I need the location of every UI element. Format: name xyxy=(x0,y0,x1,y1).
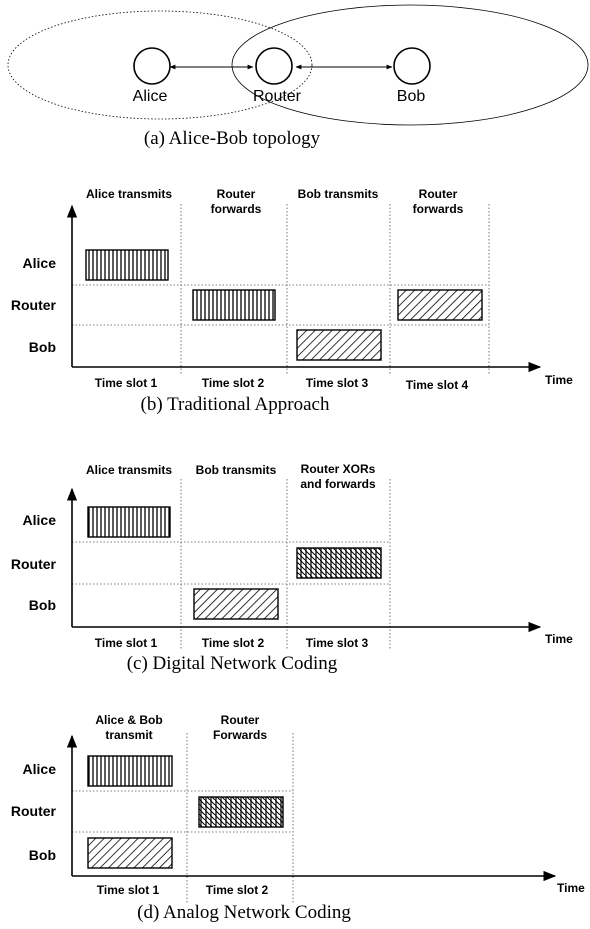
time-slot-label: Time slot 3 xyxy=(306,376,369,390)
row-label-bob: Bob xyxy=(29,847,56,863)
packet-alice xyxy=(85,249,169,281)
phase-label: and forwards xyxy=(300,477,376,491)
phase-label: forwards xyxy=(211,202,262,216)
packet-bob xyxy=(193,588,279,620)
time-slot-label: Time slot 3 xyxy=(306,636,369,650)
caption-analog: (d) Analog Network Coding xyxy=(137,902,351,923)
time-slot-label: Time slot 1 xyxy=(95,636,158,650)
node-router xyxy=(255,47,293,85)
time-slot-label: Time slot 2 xyxy=(206,883,269,897)
phase-label: Alice transmits xyxy=(86,463,172,477)
row-label-router: Router xyxy=(11,556,57,572)
time-axis-label: Time xyxy=(557,881,585,895)
time-slot-label: Time slot 1 xyxy=(95,376,158,390)
phase-label: transmit xyxy=(105,728,152,742)
phase-label: Router xyxy=(419,187,458,201)
node-alice xyxy=(133,47,171,85)
packet-bob xyxy=(397,289,483,321)
phase-label: Router xyxy=(221,713,260,727)
packet-bob xyxy=(87,837,173,869)
node-label-router: Router xyxy=(253,88,302,105)
phase-label: Forwards xyxy=(213,728,267,742)
packet-mixed xyxy=(198,796,284,828)
time-axis-label: Time xyxy=(545,632,573,646)
row-label-alice: Alice xyxy=(23,761,57,777)
phase-label: Router XORs xyxy=(301,462,376,476)
digital-panel: Alice transmits Bob transmits Router XOR… xyxy=(11,462,573,674)
packet-bob xyxy=(296,329,382,361)
phase-label: Router xyxy=(217,187,256,201)
packet-alice xyxy=(87,506,171,538)
time-slot-label: Time slot 4 xyxy=(406,378,469,392)
row-label-bob: Bob xyxy=(29,597,56,613)
traditional-panel: Alice transmits Router forwards Bob tran… xyxy=(11,187,573,415)
caption-traditional: (b) Traditional Approach xyxy=(141,394,330,415)
row-label-router: Router xyxy=(11,803,57,819)
row-label-bob: Bob xyxy=(29,339,56,355)
time-axis-label: Time xyxy=(545,373,573,387)
time-slot-label: Time slot 1 xyxy=(97,883,160,897)
phase-label: Alice & Bob xyxy=(95,713,162,727)
row-label-router: Router xyxy=(11,297,57,313)
caption-digital: (c) Digital Network Coding xyxy=(127,653,338,674)
analog-panel: Alice & Bob transmit Router Forwards Ali… xyxy=(11,713,585,923)
phase-label: Bob transmits xyxy=(196,463,277,477)
packet-alice xyxy=(87,755,173,787)
phase-label: forwards xyxy=(413,202,464,216)
node-label-bob: Bob xyxy=(397,88,426,105)
phase-label: Alice transmits xyxy=(86,187,172,201)
topology-panel: Alice Router Bob (a) Alice-Bob topology xyxy=(7,4,589,149)
row-label-alice: Alice xyxy=(23,512,57,528)
row-label-alice: Alice xyxy=(23,255,57,271)
packet-alice xyxy=(192,289,276,321)
phase-label: Bob transmits xyxy=(298,187,379,201)
time-slot-label: Time slot 2 xyxy=(202,376,265,390)
node-bob xyxy=(393,47,431,85)
time-slot-label: Time slot 2 xyxy=(202,636,265,650)
caption-topology: (a) Alice-Bob topology xyxy=(144,128,321,149)
node-label-alice: Alice xyxy=(133,88,168,105)
packet-xor xyxy=(296,547,382,579)
